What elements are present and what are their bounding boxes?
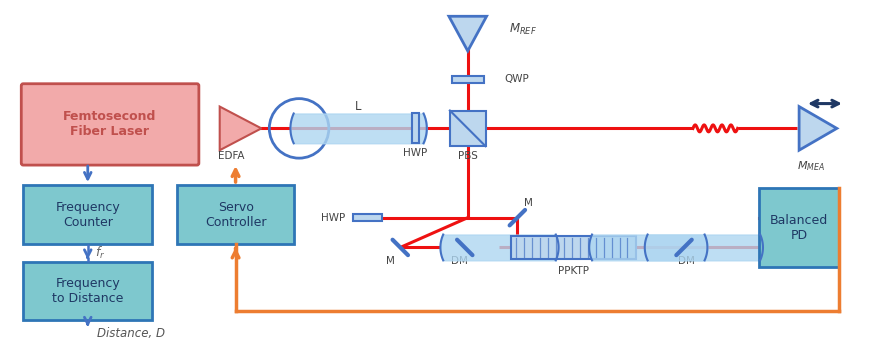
Text: $M_{REF}$: $M_{REF}$ bbox=[509, 22, 537, 37]
Polygon shape bbox=[220, 107, 261, 150]
Bar bbox=[23, 262, 152, 320]
Bar bbox=[412, 114, 419, 143]
Text: M: M bbox=[524, 198, 533, 208]
Text: EDFA: EDFA bbox=[218, 151, 244, 161]
Polygon shape bbox=[799, 107, 836, 150]
Bar bbox=[352, 214, 382, 221]
Text: DM: DM bbox=[451, 256, 468, 266]
Text: Balanced
PD: Balanced PD bbox=[769, 214, 827, 241]
Text: PPKTP: PPKTP bbox=[558, 266, 588, 276]
Bar bbox=[449, 110, 485, 146]
Text: Distance, D: Distance, D bbox=[96, 327, 164, 340]
Bar bbox=[759, 188, 838, 267]
Text: Frequency
Counter: Frequency Counter bbox=[56, 201, 120, 229]
Text: PBS: PBS bbox=[457, 151, 477, 161]
Text: HWP: HWP bbox=[321, 213, 345, 223]
Text: HWP: HWP bbox=[402, 148, 427, 158]
Polygon shape bbox=[448, 16, 486, 51]
Text: L: L bbox=[355, 100, 362, 113]
Bar bbox=[23, 185, 152, 245]
Bar bbox=[451, 76, 483, 83]
Text: M: M bbox=[386, 256, 395, 266]
Text: $f_r$: $f_r$ bbox=[95, 245, 105, 262]
Text: QWP: QWP bbox=[504, 74, 528, 84]
Text: DM: DM bbox=[677, 256, 693, 266]
Text: Servo
Controller: Servo Controller bbox=[204, 201, 266, 229]
Text: Femtosecond
Fiber Laser: Femtosecond Fiber Laser bbox=[63, 110, 156, 138]
Bar bbox=[177, 185, 294, 245]
Text: $M_{MEA}$: $M_{MEA}$ bbox=[796, 159, 824, 173]
FancyBboxPatch shape bbox=[21, 84, 199, 165]
Text: Frequency
to Distance: Frequency to Distance bbox=[52, 277, 123, 305]
Bar bbox=[511, 235, 635, 259]
